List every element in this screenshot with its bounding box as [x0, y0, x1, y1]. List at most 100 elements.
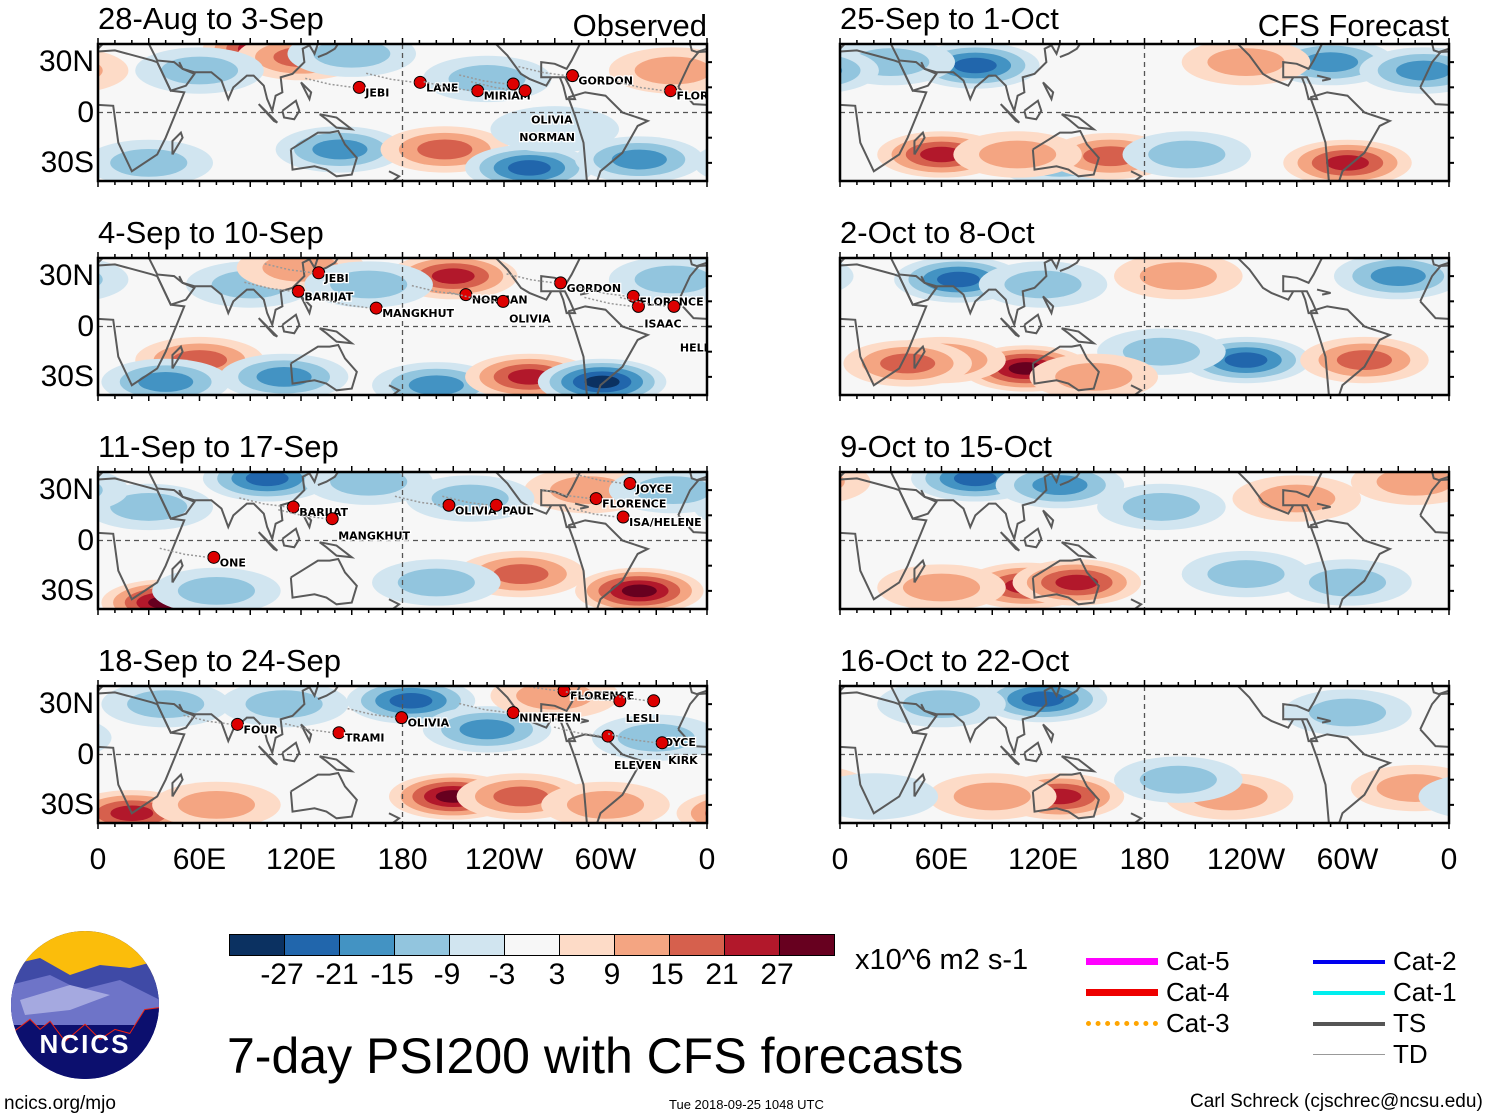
storm-track	[366, 72, 415, 84]
lat-label: 0	[77, 309, 94, 343]
colorbar-label: 3	[548, 958, 566, 991]
coastline	[257, 745, 279, 766]
coastline	[1449, 686, 1510, 753]
storm-track	[579, 286, 628, 298]
coastline	[317, 44, 340, 59]
coastline	[898, 703, 938, 734]
coastline	[98, 44, 104, 50]
anomaly-contour	[705, 809, 707, 818]
coastline	[1042, 295, 1055, 316]
anomaly-contour	[448, 65, 526, 93]
anomaly-contour	[690, 800, 707, 823]
storm-track	[607, 733, 657, 744]
storm-track	[264, 263, 313, 274]
map-panel: BARIJAT MANGKHUT OLIVIA PAUL JOYCE FLORENCE IS…	[96, 466, 712, 615]
hurricane-icon	[506, 706, 520, 720]
anomaly-contour	[177, 576, 255, 605]
anomaly-contour	[729, 365, 821, 398]
storm-track	[459, 702, 508, 714]
anomaly-contour	[710, 344, 802, 377]
hurricane-icon	[286, 500, 300, 514]
lon-label: 0	[1440, 843, 1458, 876]
anomaly-contour	[138, 371, 194, 392]
hurricane-icon	[325, 512, 339, 526]
coastline	[1031, 129, 1100, 178]
hurricane-icon	[207, 550, 221, 564]
anomaly-contour	[584, 375, 620, 389]
hurricane-icon	[395, 711, 409, 725]
anomaly-contour	[459, 719, 515, 740]
storm-label: NINETEEN	[519, 712, 581, 725]
storm-label: OLIVIA	[408, 717, 450, 730]
anomaly-contour	[1461, 48, 1510, 76]
anomaly-contour	[953, 57, 997, 74]
anomaly-contour	[0, 476, 18, 504]
map-panel	[838, 38, 1454, 187]
coastline	[300, 295, 313, 316]
lon-label: 60W	[574, 843, 637, 876]
anomaly-contour	[1505, 344, 1510, 377]
lat-label: 30N	[38, 259, 94, 293]
coastline	[1061, 755, 1098, 773]
coastline	[98, 49, 186, 173]
coastline	[1309, 519, 1393, 609]
storm-label: FLORENCE	[602, 498, 666, 511]
anomaly-contour	[550, 476, 628, 505]
coastline	[781, 347, 791, 369]
coastline	[1130, 598, 1144, 609]
storm-track	[448, 291, 498, 303]
hurricane-icon	[616, 510, 630, 524]
storm-label: OLIVIA	[509, 312, 551, 325]
coastline	[840, 472, 846, 478]
coastline	[156, 489, 196, 520]
anomaly-contour	[1486, 131, 1510, 177]
anomaly-contour	[717, 155, 760, 170]
coastline	[781, 133, 791, 155]
coastline	[317, 686, 340, 701]
legend-line	[1313, 1021, 1385, 1026]
coastline	[840, 44, 846, 50]
lon-label: 60E	[172, 843, 227, 876]
anomaly-contour	[0, 371, 22, 392]
anomaly-contour	[1503, 256, 1510, 302]
anomaly-contour	[1336, 350, 1392, 371]
legend-item: Cat-5	[1086, 946, 1230, 977]
coastline	[319, 755, 356, 773]
legend-label: Cat-3	[1166, 1008, 1230, 1038]
storm-label: GORDON	[567, 282, 622, 295]
lon-label: 0	[831, 843, 849, 876]
coastline	[1316, 74, 1331, 82]
author-credit: Carl Schreck (cjschrec@ncsu.edu)	[1190, 1091, 1483, 1112]
hurricane-icon	[442, 498, 456, 512]
coastline	[1449, 472, 1510, 539]
coastline	[1061, 541, 1098, 559]
anomaly-contour	[617, 723, 695, 752]
coastline	[171, 344, 184, 369]
coastline	[98, 263, 186, 387]
hurricane-icon	[623, 476, 637, 490]
anomaly-contour	[98, 723, 112, 752]
colorbar-label: -21	[315, 958, 359, 991]
anomaly-contour	[1396, 60, 1449, 81]
coastline	[574, 502, 589, 510]
anomaly-contour	[1055, 574, 1099, 591]
lat-label: 30N	[38, 473, 94, 507]
colorbar-label: 21	[705, 958, 739, 991]
hurricane-icon	[489, 498, 503, 512]
anomaly-contour	[1224, 352, 1268, 368]
legend-item: TD	[1313, 1039, 1428, 1070]
colorbar-label: -3	[488, 958, 516, 991]
colorbar-swatch	[395, 935, 450, 955]
anomaly-contour	[693, 148, 707, 178]
anomaly-contour	[700, 699, 777, 727]
hurricane-icon	[631, 299, 645, 313]
anomaly-contour	[634, 56, 707, 85]
anomaly-contour	[1308, 568, 1387, 597]
coastline	[1023, 527, 1043, 549]
coastline	[689, 686, 707, 696]
coastline	[913, 558, 926, 583]
anomaly-contour	[693, 492, 707, 522]
coastline	[999, 531, 1021, 552]
website-link[interactable]: ncics.org/mjo	[4, 1093, 116, 1114]
